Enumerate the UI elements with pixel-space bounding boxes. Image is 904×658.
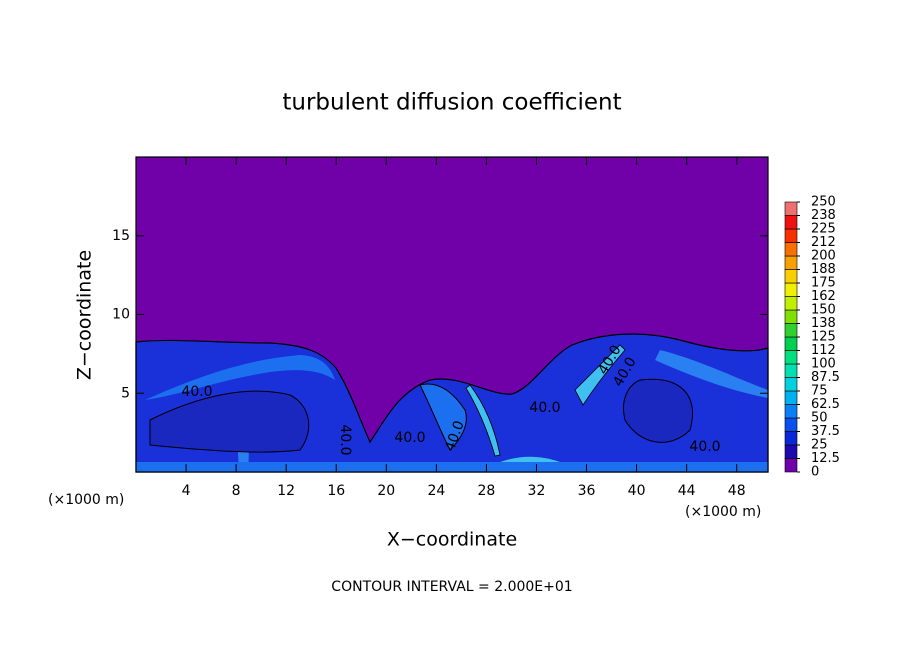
colorbar-label: 0 [811, 465, 819, 480]
colorbar-swatch [784, 323, 798, 338]
colorbar-label: 125 [811, 330, 836, 345]
field [135, 157, 769, 473]
colorbar-swatch [784, 377, 798, 392]
colorbar-swatch [784, 444, 798, 459]
field-streak [136, 462, 768, 472]
colorbar-label: 62.5 [811, 397, 840, 412]
colorbar-swatch [784, 458, 798, 473]
colorbar-label: 87.5 [811, 370, 840, 385]
x-tick-label: 32 [528, 483, 546, 499]
colorbar-swatch [784, 404, 798, 419]
colorbar-label: 50 [811, 411, 828, 426]
y-axis-label: Z−coordinate [74, 250, 96, 380]
field-streak [145, 355, 335, 400]
colorbar-swatch [784, 363, 798, 378]
colorbar-label: 25 [811, 438, 828, 453]
x-tick-label: 16 [327, 483, 345, 499]
x-tick-label: 20 [377, 483, 395, 499]
x-tick-label: 28 [478, 483, 496, 499]
colorbar-swatch [784, 431, 798, 446]
colorbar-label: 250 [811, 195, 836, 210]
field-region [149, 390, 310, 453]
field-streak [500, 456, 560, 462]
colorbar-swatch [784, 417, 798, 432]
contour-label: 40.0 [529, 400, 560, 416]
field-streak [419, 383, 467, 451]
contour-label: 40.0 [394, 430, 425, 446]
colorbar-label: 238 [811, 208, 836, 223]
y-tick-label: 10 [112, 307, 130, 323]
colorbar-swatch [784, 255, 798, 270]
colorbar-label: 75 [811, 384, 828, 399]
colorbar-label: 162 [811, 289, 836, 304]
colorbar-label: 37.5 [811, 424, 840, 439]
x-axis-label: X−coordinate [387, 529, 517, 551]
colorbar-swatch [784, 282, 798, 297]
colorbar-swatch [784, 228, 798, 243]
contour-label: 40.0 [689, 439, 720, 455]
x-tick-label: 44 [678, 483, 696, 499]
x-tick-label: 36 [578, 483, 596, 499]
colorbar-swatch [784, 296, 798, 311]
x-tick-label: 48 [728, 483, 746, 499]
colorbar-label: 138 [811, 316, 836, 331]
colorbar-label: 100 [811, 357, 836, 372]
colorbar-swatch [784, 309, 798, 324]
colorbar-label: 188 [811, 262, 836, 277]
colorbar-swatch [784, 350, 798, 365]
contour-interval: CONTOUR INTERVAL = 2.000E+01 [331, 579, 572, 595]
colorbar-swatch [784, 269, 798, 284]
field-region [623, 378, 694, 443]
colorbar-label: 200 [811, 249, 836, 264]
chart-title: turbulent diffusion coefficient [282, 90, 621, 116]
colorbar-swatch [784, 336, 798, 351]
contour-label: 40.0 [337, 424, 353, 455]
colorbar-label: 12.5 [811, 451, 840, 466]
field-streak [465, 384, 501, 457]
x-tick-label: 8 [232, 483, 241, 499]
x-unit-label: (×1000 m) [48, 492, 124, 508]
contour-label: 40.0 [181, 384, 212, 400]
colorbar-swatch [784, 215, 798, 230]
colorbar-swatch [784, 201, 798, 216]
colorbar-swatch [784, 390, 798, 405]
x-tick-label: 4 [182, 483, 191, 499]
colorbar-label: 150 [811, 303, 836, 318]
colorbar-swatch [784, 242, 798, 257]
x-tick-label: 12 [277, 483, 295, 499]
y-tick-label: 15 [112, 228, 130, 244]
colorbar-label: 112 [811, 343, 836, 358]
field-streak [574, 344, 626, 406]
x-tick-label: 40 [628, 483, 646, 499]
x-tick-label: 24 [427, 483, 445, 499]
colorbar-label: 212 [811, 235, 836, 250]
colorbar-label: 175 [811, 276, 836, 291]
y-tick-label: 5 [121, 385, 130, 401]
x-unit-label: (×1000 m) [685, 504, 761, 520]
field-streak [655, 350, 768, 398]
colorbar-label: 225 [811, 222, 836, 237]
